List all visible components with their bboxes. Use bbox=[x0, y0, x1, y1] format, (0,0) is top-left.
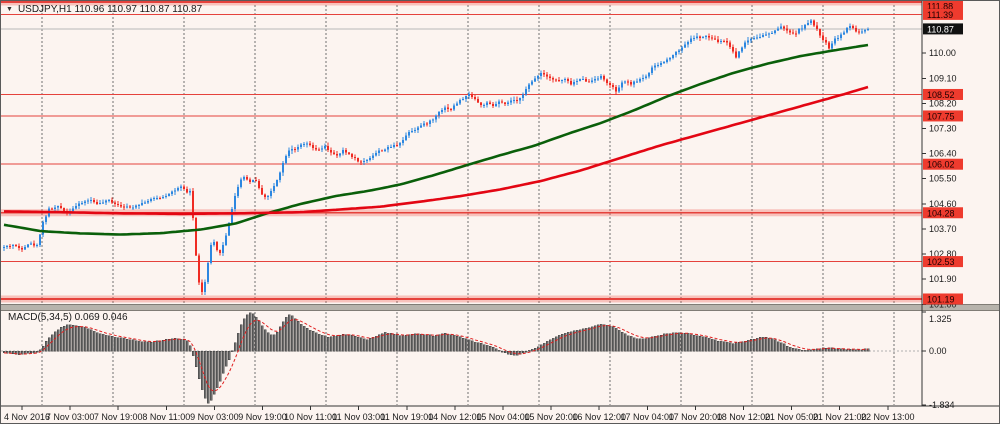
chart-title: USDJPY,H1 110.96 110.97 110.87 110.87 bbox=[17, 4, 203, 15]
svg-text:101.19: 101.19 bbox=[927, 294, 955, 304]
svg-text:109.10: 109.10 bbox=[929, 73, 957, 83]
svg-text:102.53: 102.53 bbox=[927, 257, 955, 267]
svg-text:4 Nov 2016: 4 Nov 2016 bbox=[4, 412, 50, 422]
svg-text:21 Nov 05:00: 21 Nov 05:00 bbox=[765, 412, 819, 422]
ma-slow-line bbox=[4, 85, 869, 216]
svg-text:11 Nov 19:00: 11 Nov 19:00 bbox=[380, 412, 433, 422]
svg-text:108.20: 108.20 bbox=[929, 98, 957, 108]
svg-text:8 Nov 11:00: 8 Nov 11:00 bbox=[142, 412, 190, 422]
svg-text:21 Nov 21:00: 21 Nov 21:00 bbox=[813, 412, 867, 422]
macd-histogram bbox=[2, 312, 870, 404]
panel-separator[interactable] bbox=[1, 304, 1000, 311]
svg-text:106.40: 106.40 bbox=[929, 149, 957, 159]
svg-text:17 Nov 20:00: 17 Nov 20:00 bbox=[669, 412, 723, 422]
macd-signal-line bbox=[3, 318, 869, 392]
svg-text:18 Nov 12:00: 18 Nov 12:00 bbox=[717, 412, 771, 422]
svg-text:107.30: 107.30 bbox=[929, 124, 957, 134]
svg-text:103.70: 103.70 bbox=[929, 224, 957, 234]
svg-text:22 Nov 13:00: 22 Nov 13:00 bbox=[861, 412, 915, 422]
svg-text:15 Nov 20:00: 15 Nov 20:00 bbox=[524, 412, 578, 422]
svg-text:9 Nov 19:00: 9 Nov 19:00 bbox=[238, 412, 287, 422]
svg-text:16 Nov 12:00: 16 Nov 12:00 bbox=[572, 412, 626, 422]
svg-text:111.88: 111.88 bbox=[927, 2, 953, 12]
svg-text:15 Nov 04:00: 15 Nov 04:00 bbox=[476, 412, 530, 422]
svg-text:102.80: 102.80 bbox=[929, 249, 957, 259]
svg-text:104.28: 104.28 bbox=[927, 208, 955, 218]
svg-text:110.00: 110.00 bbox=[929, 48, 956, 58]
symbol-dropdown-icon[interactable]: ▼ bbox=[6, 6, 13, 13]
svg-text:11 Nov 03:00: 11 Nov 03:00 bbox=[332, 412, 385, 422]
candlesticks bbox=[3, 19, 870, 296]
svg-text:14 Nov 12:00: 14 Nov 12:00 bbox=[428, 412, 482, 422]
svg-text:107.75: 107.75 bbox=[927, 111, 955, 121]
svg-text:-1.834: -1.834 bbox=[929, 400, 955, 410]
svg-text:101.90: 101.90 bbox=[929, 274, 957, 284]
svg-text:7 Nov 19:00: 7 Nov 19:00 bbox=[94, 412, 143, 422]
svg-text:0.00: 0.00 bbox=[929, 346, 947, 356]
price-axis[interactable]: 110.00 109.10 108.20 107.30 106.40 105.50 104.… bbox=[922, 1, 963, 410]
svg-text:108.52: 108.52 bbox=[927, 90, 955, 100]
svg-text:111.39: 111.39 bbox=[927, 10, 953, 20]
chart-title-bar: ▼ USDJPY,H1 110.96 110.97 110.87 110.87 bbox=[6, 4, 202, 15]
svg-text:104.60: 104.60 bbox=[929, 199, 957, 209]
ma-fast-line bbox=[3, 43, 869, 236]
svg-text:1.325: 1.325 bbox=[929, 314, 952, 324]
macd-indicator-label: MACD(5,34,5) 0.069 0.046 bbox=[8, 312, 128, 323]
svg-text:9 Nov 03:00: 9 Nov 03:00 bbox=[190, 412, 239, 422]
svg-text:10 Nov 11:00: 10 Nov 11:00 bbox=[284, 412, 337, 422]
svg-text:105.50: 105.50 bbox=[929, 174, 957, 184]
svg-text:17 Nov 04:00: 17 Nov 04:00 bbox=[621, 412, 675, 422]
svg-text:106.02: 106.02 bbox=[927, 160, 955, 170]
svg-text:7 Nov 03:00: 7 Nov 03:00 bbox=[46, 412, 95, 422]
grid-lines bbox=[41, 1, 895, 405]
svg-text:110.87: 110.87 bbox=[927, 24, 954, 34]
